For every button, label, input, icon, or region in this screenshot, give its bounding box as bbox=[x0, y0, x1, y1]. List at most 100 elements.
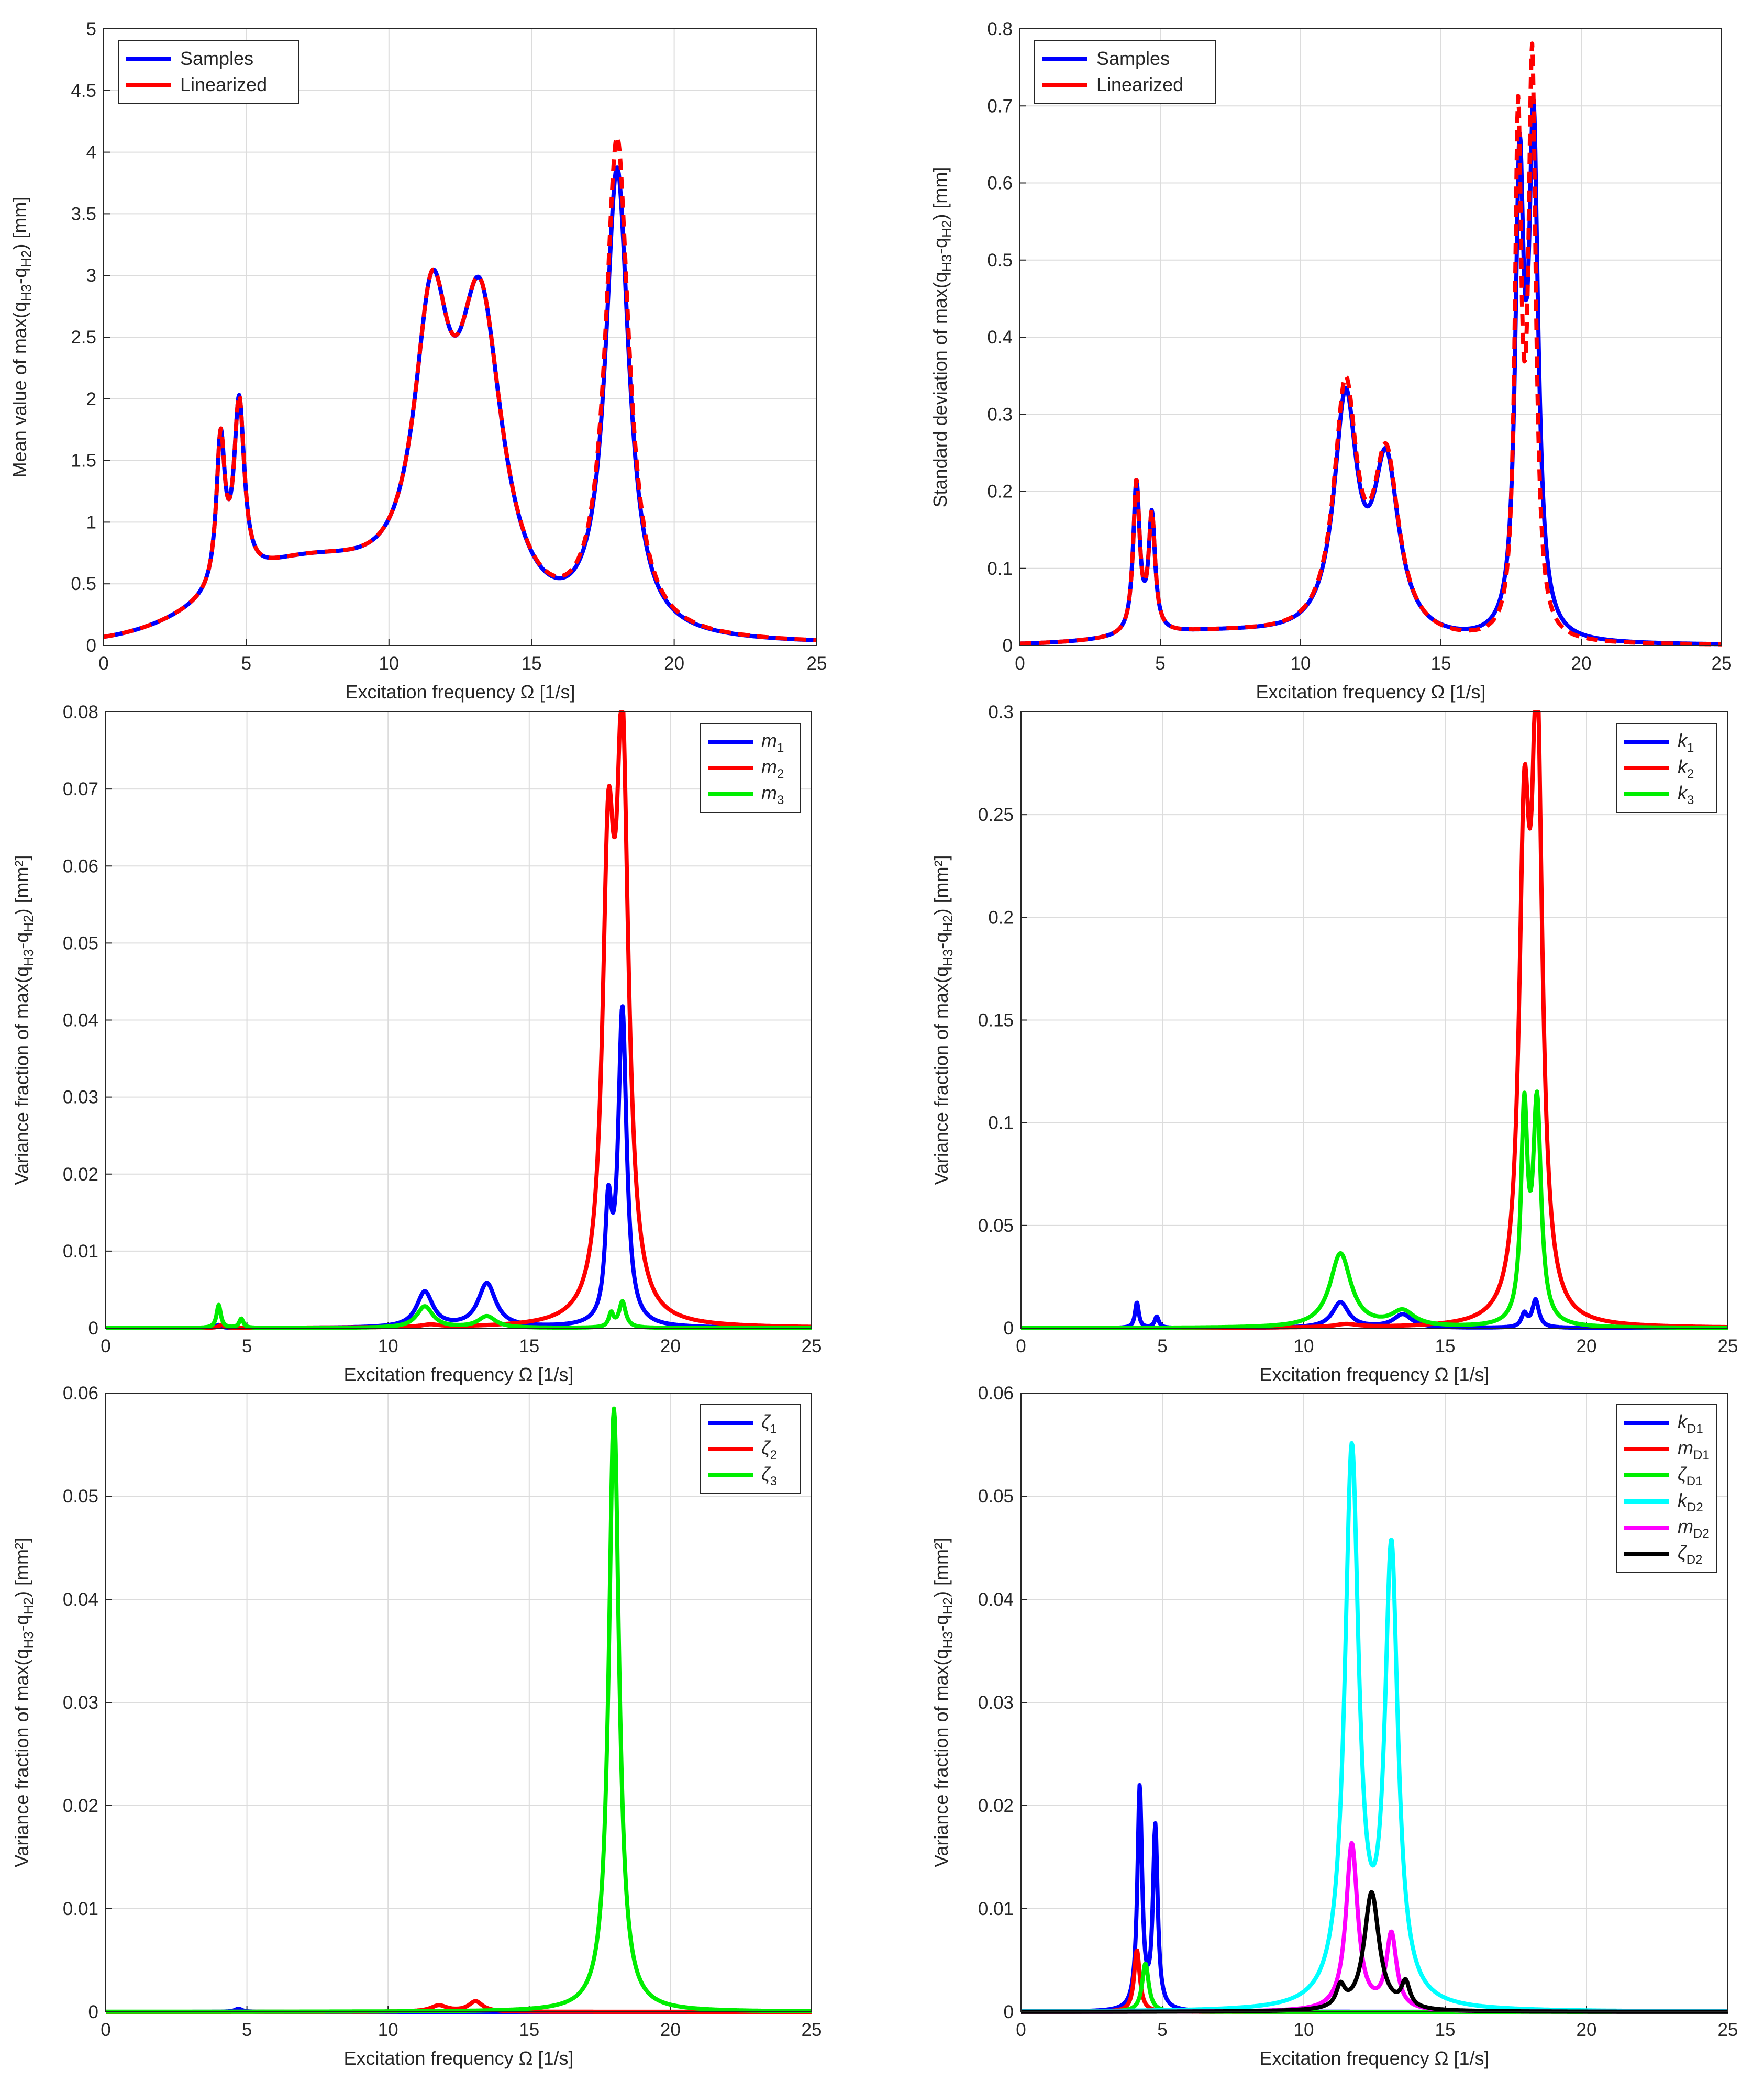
y-tick-label: 0.01 bbox=[63, 1241, 98, 1262]
legend-subscript: D2 bbox=[1687, 1500, 1703, 1515]
legend-subscript: D2 bbox=[1687, 1553, 1703, 1567]
legend-label: m3 bbox=[761, 782, 784, 807]
y-axis-label-part: H2 bbox=[20, 1597, 36, 1615]
y-tick-label: 0.1 bbox=[988, 1113, 1014, 1133]
legend-label: k3 bbox=[1678, 782, 1694, 807]
y-axis-label-part: H3 bbox=[940, 949, 956, 966]
y-axis-label-part: -q bbox=[929, 238, 951, 254]
y-axis-label: Variance fraction of max(qH3-qH2) [mm²] bbox=[11, 1538, 36, 1867]
legend-subscript: 3 bbox=[777, 793, 784, 807]
axes-frame bbox=[1020, 711, 1728, 1329]
y-tick-label: 0.02 bbox=[63, 1164, 98, 1185]
y-axis-label: Variance fraction of max(qH3-qH2) [mm²] bbox=[930, 1538, 956, 1867]
legend: Samples Linearized bbox=[118, 40, 299, 104]
x-axis-label: Excitation frequency Ω [1/s] bbox=[1259, 2047, 1489, 2069]
y-tick-label: 0.8 bbox=[987, 19, 1013, 39]
y-axis-label-part: Variance fraction of max(q bbox=[11, 966, 32, 1185]
y-tick-label: 0.03 bbox=[63, 1693, 98, 1713]
legend-subscript: D1 bbox=[1687, 1474, 1703, 1488]
y-axis-label-part: H2 bbox=[20, 915, 36, 932]
y-axis-label-part: H3 bbox=[18, 284, 34, 302]
x-tick-label: 25 bbox=[1712, 653, 1732, 674]
legend-symbol: ζ bbox=[1678, 1463, 1688, 1485]
y-tick-label: 3.5 bbox=[71, 204, 96, 224]
axes-frame bbox=[103, 28, 817, 646]
y-axis-label-part: H2 bbox=[940, 915, 956, 932]
legend-label: k2 bbox=[1678, 756, 1694, 781]
legend-label: Samples bbox=[1096, 48, 1170, 69]
y-tick-label: 4 bbox=[86, 142, 96, 163]
chart-panel-1: 0 5 10 15 20 25 0 0.5 1 1.5 2 2.5 3 3.5 4 4.5 5 Excitatio… bbox=[9, 19, 827, 703]
y-axis-label-part: ) [mm²] bbox=[930, 1538, 952, 1597]
legend-symbol: k bbox=[1678, 756, 1688, 777]
x-tick-label: 0 bbox=[101, 2020, 110, 2040]
legend-subscript: 1 bbox=[770, 1422, 777, 1436]
legend-symbol: ζ bbox=[1678, 1542, 1688, 1563]
y-tick-label: 0.06 bbox=[63, 856, 98, 876]
legend-symbol: ζ bbox=[761, 1437, 771, 1459]
x-tick-label: 25 bbox=[807, 653, 827, 674]
y-axis-label-part: Variance fraction of max(q bbox=[11, 1649, 32, 1867]
y-tick-label: 0.06 bbox=[978, 1383, 1014, 1404]
y-tick-label: 0.03 bbox=[63, 1087, 98, 1108]
y-tick-label: 0.3 bbox=[987, 404, 1013, 425]
y-axis-label-part: Mean value of max(q bbox=[9, 302, 30, 477]
x-tick-label: 15 bbox=[519, 2020, 539, 2040]
x-tick-label: 10 bbox=[1291, 653, 1311, 674]
legend-label: ζ1 bbox=[761, 1411, 777, 1436]
x-tick-label: 0 bbox=[98, 653, 108, 674]
x-tick-label: 25 bbox=[1718, 1336, 1738, 1356]
legend-label: ζ3 bbox=[761, 1463, 777, 1488]
axes-frame bbox=[1019, 28, 1722, 646]
x-tick-label: 20 bbox=[664, 653, 684, 674]
legend-subscript: 1 bbox=[777, 741, 784, 755]
legend-box bbox=[118, 40, 299, 104]
axes-frame bbox=[105, 1393, 812, 2012]
x-tick-label: 20 bbox=[660, 1336, 681, 1356]
y-tick-label: 0.7 bbox=[987, 96, 1013, 116]
legend-subscript: 2 bbox=[1687, 767, 1694, 781]
y-tick-label: 0.07 bbox=[63, 779, 98, 799]
y-axis-label-part: ) [mm²] bbox=[11, 855, 32, 915]
x-tick-label: 5 bbox=[1157, 1336, 1167, 1356]
series-line-Linearized bbox=[102, 135, 818, 642]
y-tick-label: 0.2 bbox=[987, 482, 1013, 502]
legend-subscript: D1 bbox=[1687, 1422, 1703, 1436]
y-tick-label: 0.3 bbox=[988, 702, 1014, 722]
legend-symbol: k bbox=[1678, 1411, 1688, 1432]
legend-box bbox=[1616, 1404, 1717, 1573]
legend-symbol: m bbox=[1678, 1516, 1693, 1537]
x-tick-label: 10 bbox=[1294, 1336, 1314, 1356]
x-tick-label: 20 bbox=[660, 2020, 681, 2040]
x-tick-label: 10 bbox=[1294, 2020, 1314, 2040]
y-tick-label: 0 bbox=[1004, 1318, 1014, 1339]
y-axis-label-part: H3 bbox=[939, 254, 955, 272]
x-tick-label: 10 bbox=[378, 2020, 398, 2040]
legend-symbol: m bbox=[761, 756, 777, 777]
y-tick-label: 0.04 bbox=[978, 1589, 1014, 1610]
y-tick-label: 0.03 bbox=[978, 1693, 1014, 1713]
x-tick-label: 20 bbox=[1577, 2020, 1597, 2040]
x-axis-label: Excitation frequency Ω [1/s] bbox=[1259, 1364, 1489, 1385]
x-tick-label: 20 bbox=[1571, 653, 1592, 674]
y-tick-label: 0.15 bbox=[978, 1010, 1014, 1031]
x-tick-label: 20 bbox=[1577, 1336, 1597, 1356]
y-tick-label: 0.06 bbox=[63, 1383, 98, 1404]
chart-panel-3: 0 5 10 15 20 25 0 0.01 0.02 0.03 0.04 0.05 0.06 0.07 0… bbox=[11, 702, 822, 1385]
x-tick-label: 5 bbox=[1157, 2020, 1167, 2040]
x-tick-label: 15 bbox=[1431, 653, 1451, 674]
legend-symbol: m bbox=[761, 782, 777, 804]
axes-frame bbox=[1020, 1393, 1728, 2012]
x-tick-label: 0 bbox=[1016, 1336, 1026, 1356]
y-tick-label: 0.04 bbox=[63, 1589, 98, 1610]
y-axis-label-part: Standard deviation of max(q bbox=[929, 272, 951, 507]
y-axis-label-part: ) [mm²] bbox=[930, 855, 952, 915]
y-tick-label: 0 bbox=[88, 2002, 98, 2022]
y-tick-label: 0.08 bbox=[63, 702, 98, 722]
legend-label: Samples bbox=[180, 48, 253, 69]
legend-label: kD2 bbox=[1678, 1489, 1703, 1515]
y-axis-label-part: H2 bbox=[18, 250, 34, 268]
